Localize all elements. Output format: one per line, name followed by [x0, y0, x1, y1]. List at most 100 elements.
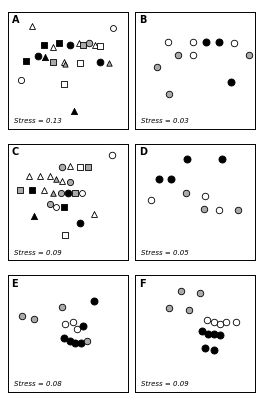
- Point: [51, 59, 55, 65]
- Point: [68, 338, 72, 344]
- Point: [66, 190, 70, 196]
- Point: [93, 42, 98, 48]
- Point: [205, 316, 209, 323]
- Point: [32, 213, 36, 219]
- Point: [169, 176, 173, 182]
- Point: [212, 319, 216, 325]
- Point: [200, 328, 204, 334]
- Point: [166, 90, 171, 97]
- Point: [155, 64, 159, 70]
- Point: [165, 39, 170, 46]
- Point: [183, 190, 188, 196]
- Point: [68, 163, 72, 169]
- Point: [92, 210, 97, 217]
- Point: [48, 201, 52, 208]
- Point: [38, 173, 42, 180]
- Point: [81, 322, 85, 329]
- Point: [60, 304, 64, 310]
- Point: [157, 176, 161, 182]
- Point: [63, 61, 68, 68]
- Point: [185, 156, 189, 162]
- Text: F: F: [139, 279, 145, 289]
- Point: [112, 25, 116, 32]
- Point: [79, 340, 83, 346]
- Point: [203, 193, 207, 199]
- Text: Stress = 0.09: Stress = 0.09: [141, 381, 189, 387]
- Text: Stress = 0.13: Stress = 0.13: [14, 118, 62, 124]
- Point: [62, 335, 66, 342]
- Point: [206, 330, 210, 337]
- Text: E: E: [12, 279, 18, 289]
- Point: [60, 164, 64, 170]
- Point: [107, 60, 111, 66]
- Point: [98, 59, 102, 65]
- Point: [212, 347, 216, 353]
- Point: [42, 187, 46, 194]
- Point: [59, 190, 63, 196]
- Point: [247, 52, 251, 58]
- Point: [73, 190, 77, 196]
- Point: [81, 42, 85, 48]
- Point: [231, 40, 236, 47]
- Point: [62, 59, 66, 65]
- Point: [204, 39, 208, 46]
- Point: [85, 338, 89, 344]
- Point: [187, 307, 191, 314]
- Point: [86, 164, 90, 170]
- Point: [75, 326, 80, 332]
- Point: [48, 173, 52, 180]
- Point: [201, 206, 206, 212]
- Point: [62, 81, 66, 88]
- Point: [68, 179, 72, 185]
- Point: [77, 40, 81, 47]
- Point: [62, 204, 66, 210]
- Point: [166, 305, 171, 311]
- Point: [68, 42, 72, 48]
- Point: [218, 332, 222, 338]
- Text: D: D: [139, 147, 147, 157]
- Point: [217, 207, 221, 213]
- Point: [78, 220, 82, 226]
- Point: [179, 287, 183, 294]
- Point: [32, 315, 36, 322]
- Point: [43, 54, 47, 61]
- Point: [24, 58, 28, 64]
- Point: [212, 330, 216, 337]
- Point: [51, 44, 55, 50]
- Point: [191, 39, 195, 46]
- Point: [217, 39, 221, 46]
- Point: [18, 187, 22, 194]
- Point: [198, 290, 202, 296]
- Point: [236, 207, 240, 213]
- Point: [191, 52, 195, 58]
- Point: [19, 76, 23, 83]
- Point: [72, 108, 76, 114]
- Point: [78, 164, 82, 170]
- Point: [224, 319, 228, 325]
- Point: [92, 298, 97, 304]
- Point: [218, 321, 222, 328]
- Point: [60, 178, 64, 184]
- Point: [30, 187, 34, 194]
- Text: C: C: [12, 147, 19, 157]
- Text: Stress = 0.05: Stress = 0.05: [141, 250, 189, 256]
- Text: Stress = 0.08: Stress = 0.08: [14, 381, 62, 387]
- Point: [30, 23, 34, 29]
- Point: [27, 173, 32, 180]
- Point: [42, 42, 46, 48]
- Point: [80, 190, 84, 196]
- Point: [70, 319, 75, 325]
- Point: [219, 156, 224, 162]
- Point: [54, 176, 58, 182]
- Point: [54, 204, 58, 210]
- Point: [229, 79, 233, 85]
- Text: Stress = 0.09: Stress = 0.09: [14, 250, 62, 256]
- Text: Stress = 0.03: Stress = 0.03: [141, 118, 189, 124]
- Point: [57, 40, 62, 47]
- Point: [20, 313, 24, 320]
- Point: [203, 344, 207, 351]
- Point: [78, 60, 82, 66]
- Point: [73, 340, 77, 346]
- Point: [176, 52, 180, 58]
- Point: [98, 43, 102, 49]
